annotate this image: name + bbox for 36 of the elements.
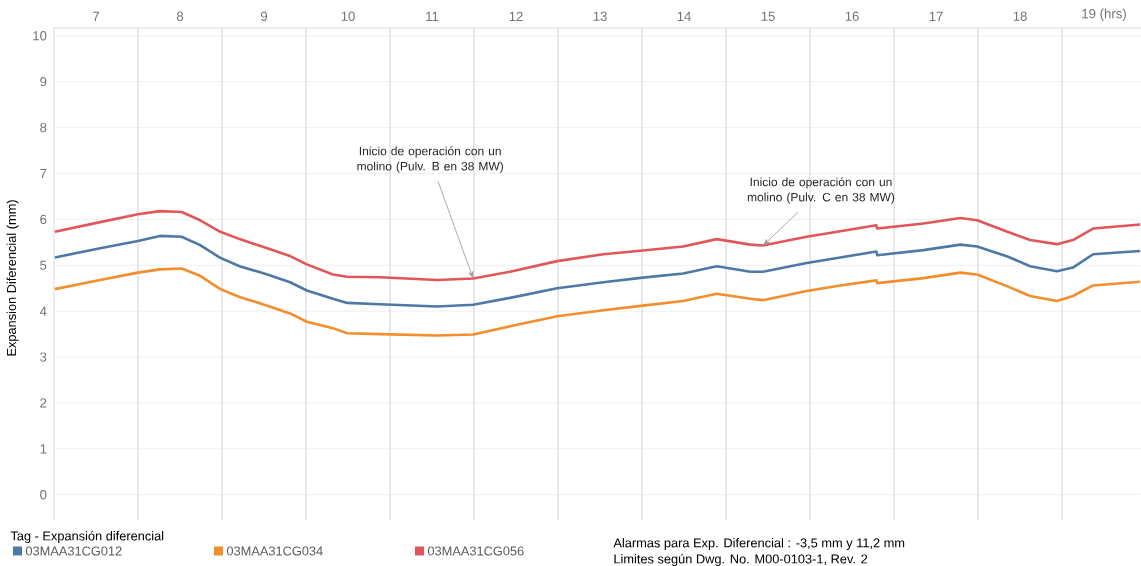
y-tick-label: 9 <box>40 77 47 87</box>
legend-label: 03MAA31CG034 <box>226 546 323 556</box>
y-tick-label: 4 <box>39 306 47 316</box>
text: Limites según Dwg. No. M00-0103-1, Rev. 2 <box>614 553 868 566</box>
x-tick-label: 13 <box>593 11 607 21</box>
y-tick-label: 2 <box>40 398 47 408</box>
legend-title: Tag - Expansión diferencial <box>10 530 164 544</box>
line-series <box>53 209 1141 282</box>
text: Alarmas para Exp. Diferencial : -3,5 mm y 11,2 mm <box>613 538 905 550</box>
y-tick-label: 6 <box>40 214 47 225</box>
y-tick-label: 3 <box>40 352 47 362</box>
line-series <box>53 234 1141 308</box>
annotation: Inicio de operación con un molino (Pulv. C en 38 MW) <box>747 177 895 204</box>
x-tick-label: 8 <box>176 11 184 21</box>
y-tick-label: 10 <box>33 31 47 41</box>
x-tick-label: 19 (hrs) <box>1082 8 1126 21</box>
x-tick-label: 7 <box>93 11 100 21</box>
x-tick-label: 18 <box>1013 11 1027 21</box>
y-tick-label: 1 <box>40 444 47 454</box>
x-tick-label: 14 <box>677 11 691 21</box>
y-tick-label: 8 <box>40 122 47 133</box>
x-tick-label: 15 <box>761 11 775 21</box>
x-tick-label: 9 <box>260 11 268 21</box>
legend-label: 03MAA31CG012 <box>25 546 122 556</box>
line-series <box>53 267 1141 337</box>
y-tick-label: 7 <box>40 168 47 179</box>
annotation: Inicio de operación con un molino (Pulv. B en 38 MW) <box>357 146 503 173</box>
y-axis-title: Expansion Diferencial (mm) <box>6 200 19 356</box>
legend-label: 03MAA31CG056 <box>427 546 524 556</box>
x-tick-label: 12 <box>509 11 523 21</box>
x-tick-label: 11 <box>426 11 439 21</box>
y-tick-label: 0 <box>40 490 47 500</box>
x-tick-label: 17 <box>929 11 943 21</box>
y-tick-label: 5 <box>40 260 47 270</box>
x-tick-label: 10 <box>341 11 355 21</box>
x-tick-label: 16 <box>845 11 859 21</box>
